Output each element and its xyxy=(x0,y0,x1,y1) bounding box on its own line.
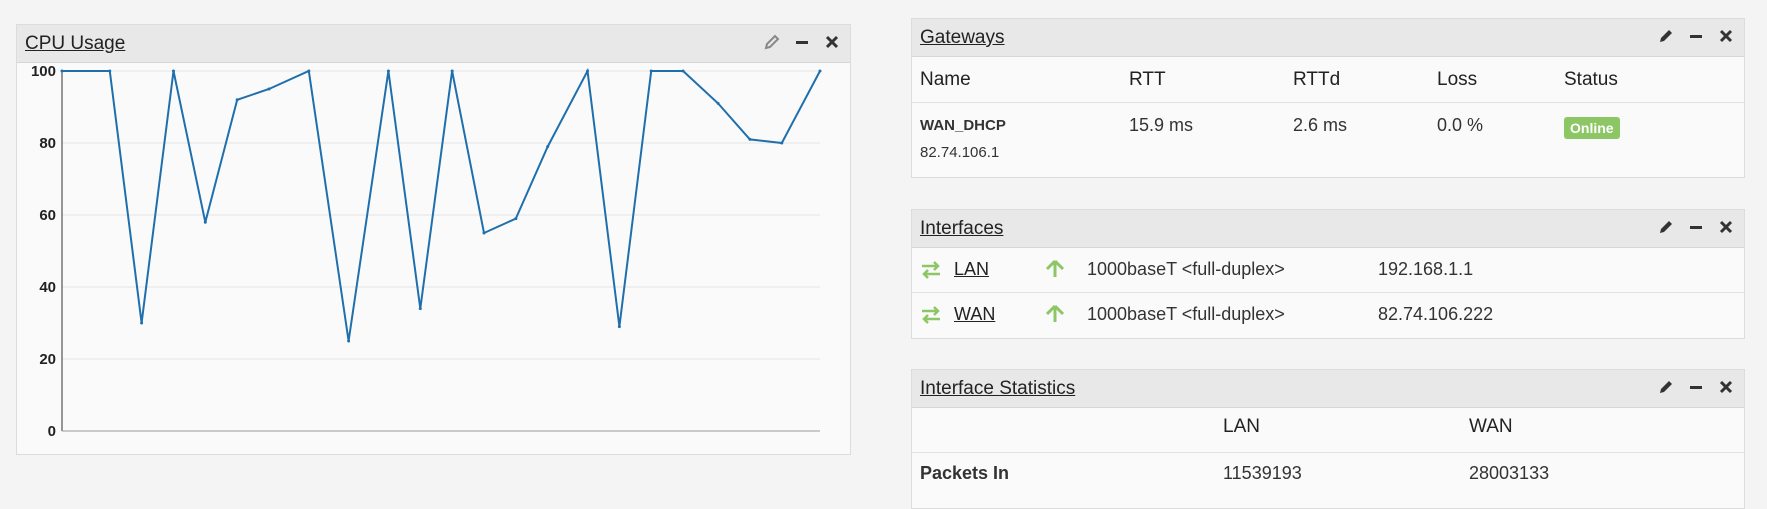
cpu-data-point xyxy=(140,321,144,325)
close-icon[interactable] xyxy=(824,34,840,50)
interface-media: 1000baseT <full-duplex> xyxy=(1087,259,1285,279)
pencil-icon[interactable] xyxy=(1658,219,1674,235)
cpu-widget-title[interactable]: CPU Usage xyxy=(25,33,126,54)
transfer-icon xyxy=(922,261,940,279)
interface-ip: 192.168.1.1 xyxy=(1378,259,1474,279)
cpu-data-point xyxy=(586,69,590,73)
stats-row-label: Packets In xyxy=(920,463,1010,483)
gateways-widget: Gateways Name RTT RTTd Loss Status WAN_D… xyxy=(911,18,1745,178)
interface-statistics-widget-title[interactable]: Interface Statistics xyxy=(920,378,1076,399)
cpu-data-point xyxy=(780,141,784,145)
cpu-usage-series-line xyxy=(62,67,821,342)
cpu-widget-tools xyxy=(764,34,840,50)
cpu-data-point xyxy=(818,69,822,73)
cpu-data-point xyxy=(171,69,175,73)
stats-col-wan: WAN xyxy=(1469,416,1513,437)
gateway-loss: 0.0 % xyxy=(1437,115,1484,135)
interfaces-widget-title[interactable]: Interfaces xyxy=(920,218,1004,239)
stats-table-header: LAN WAN xyxy=(912,408,1744,453)
cpu-data-point xyxy=(203,220,207,224)
minus-icon[interactable] xyxy=(1688,379,1704,395)
interface-wan-link[interactable]: WAN xyxy=(954,304,996,324)
gateways-col-rtt: RTT xyxy=(1129,69,1166,90)
gateway-name: WAN_DHCP xyxy=(920,117,1006,134)
close-icon[interactable] xyxy=(1718,379,1734,395)
cpu-data-point xyxy=(681,69,685,73)
cpu-data-point xyxy=(514,217,518,221)
interface-statistics-widget-tools xyxy=(1658,379,1734,395)
gateways-widget-tools xyxy=(1658,28,1734,44)
cpu-data-point xyxy=(418,307,422,311)
interfaces-widget-header: Interfaces xyxy=(912,210,1744,248)
interface-statistics-widget-header: Interface Statistics xyxy=(912,370,1744,408)
cpu-data-point xyxy=(748,137,752,141)
cpu-data-point xyxy=(649,69,653,73)
stats-lan-value: 11539193 xyxy=(1223,463,1302,483)
cpu-data-point xyxy=(267,87,271,91)
cpu-data-point xyxy=(108,69,112,73)
status-badge: Online xyxy=(1564,117,1620,139)
cpu-data-point xyxy=(386,69,390,73)
minus-icon[interactable] xyxy=(794,34,810,50)
gateways-widget-header: Gateways xyxy=(912,19,1744,57)
gateways-col-name: Name xyxy=(920,69,971,90)
arrow-up-icon xyxy=(1045,259,1065,277)
transfer-icon xyxy=(922,306,940,324)
cpu-data-point xyxy=(617,325,621,329)
interfaces-widget: Interfaces LAN 1000baseT <full-duplex> 1… xyxy=(911,209,1745,339)
y-tick-label: 60 xyxy=(39,207,56,224)
interface-media: 1000baseT <full-duplex> xyxy=(1087,304,1285,324)
cpu-data-point xyxy=(347,339,351,343)
interface-statistics-widget: Interface Statistics LAN WAN Packets In … xyxy=(911,369,1745,509)
interface-ip: 82.74.106.222 xyxy=(1378,304,1494,324)
cpu-widget-header: CPU Usage xyxy=(17,25,850,63)
cpu-usage-chart: 0 20 40 60 80 100 xyxy=(31,63,822,440)
gateways-col-loss: Loss xyxy=(1437,69,1478,90)
cpu-data-point xyxy=(60,69,64,73)
y-tick-label: 100 xyxy=(31,63,56,80)
pencil-icon[interactable] xyxy=(764,34,780,50)
y-tick-label: 80 xyxy=(39,135,56,152)
cpu-data-point xyxy=(450,69,454,73)
close-icon[interactable] xyxy=(1718,219,1734,235)
gateways-col-rttd: RTTd xyxy=(1293,69,1341,90)
cpu-usage-widget: CPU Usage 0 20 40 60 80 100 xyxy=(16,24,851,455)
gateway-rtt: 15.9 ms xyxy=(1129,115,1194,135)
cpu-data-point xyxy=(546,145,550,149)
close-icon[interactable] xyxy=(1718,28,1734,44)
table-row: WAN_DHCP 82.74.106.1 15.9 ms 2.6 ms 0.0 … xyxy=(912,103,1744,177)
gateways-col-status: Status xyxy=(1564,69,1618,90)
list-item: LAN 1000baseT <full-duplex> 192.168.1.1 xyxy=(912,248,1744,293)
interfaces-widget-tools xyxy=(1658,219,1734,235)
cpu-data-point xyxy=(716,101,720,105)
stats-col-lan: LAN xyxy=(1223,416,1260,437)
minus-icon[interactable] xyxy=(1688,219,1704,235)
pencil-icon[interactable] xyxy=(1658,28,1674,44)
y-tick-label: 20 xyxy=(39,351,56,368)
gateway-ip: 82.74.106.1 xyxy=(920,144,1000,161)
y-tick-label: 0 xyxy=(48,423,56,440)
list-item: WAN 1000baseT <full-duplex> 82.74.106.22… xyxy=(912,293,1744,337)
gateways-widget-title[interactable]: Gateways xyxy=(920,27,1005,48)
table-row: Packets In 11539193 28003133 xyxy=(912,453,1744,497)
y-tick-label: 40 xyxy=(39,279,56,296)
gateways-table-header: Name RTT RTTd Loss Status xyxy=(912,57,1744,103)
stats-wan-value: 28003133 xyxy=(1469,463,1550,483)
arrow-up-icon xyxy=(1045,304,1065,322)
minus-icon[interactable] xyxy=(1688,28,1704,44)
pencil-icon[interactable] xyxy=(1658,379,1674,395)
gateway-rttd: 2.6 ms xyxy=(1293,115,1348,135)
cpu-data-point xyxy=(307,69,311,73)
cpu-data-point xyxy=(235,98,239,102)
interface-lan-link[interactable]: LAN xyxy=(954,259,990,279)
cpu-data-point xyxy=(482,231,486,235)
